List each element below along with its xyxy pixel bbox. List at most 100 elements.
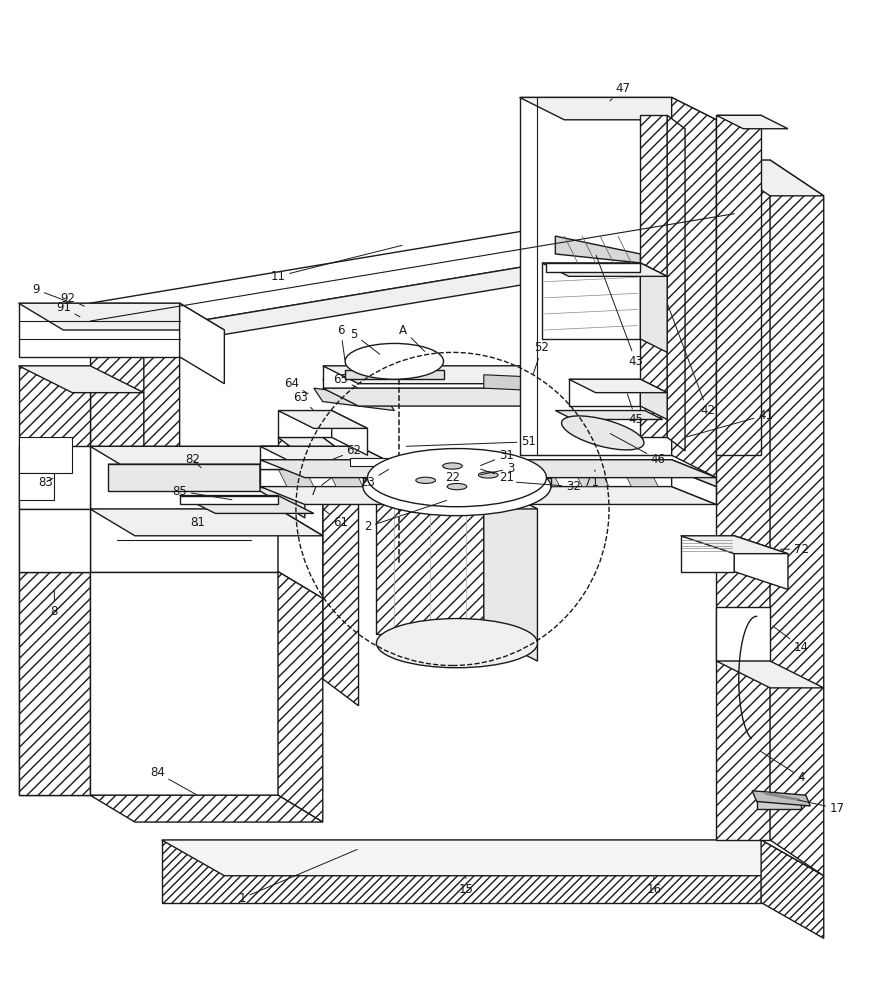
- Polygon shape: [735, 536, 788, 589]
- Polygon shape: [426, 469, 461, 487]
- Polygon shape: [770, 160, 823, 876]
- Polygon shape: [323, 437, 358, 706]
- Polygon shape: [260, 487, 717, 504]
- Polygon shape: [19, 572, 90, 795]
- Text: 1: 1: [238, 849, 358, 905]
- Polygon shape: [19, 366, 90, 795]
- Text: 16: 16: [646, 877, 661, 896]
- Polygon shape: [717, 661, 823, 688]
- Polygon shape: [717, 115, 761, 455]
- Ellipse shape: [416, 477, 435, 483]
- Polygon shape: [672, 469, 717, 504]
- Text: 2: 2: [364, 500, 447, 533]
- Polygon shape: [717, 160, 823, 196]
- Polygon shape: [752, 791, 810, 806]
- Polygon shape: [260, 446, 358, 482]
- Ellipse shape: [443, 463, 462, 469]
- Polygon shape: [681, 536, 788, 554]
- Polygon shape: [556, 236, 641, 263]
- Polygon shape: [90, 572, 278, 795]
- Polygon shape: [19, 473, 55, 500]
- Text: 64: 64: [284, 377, 308, 394]
- Ellipse shape: [478, 472, 498, 478]
- Polygon shape: [90, 509, 278, 572]
- Text: 91: 91: [56, 301, 80, 317]
- Polygon shape: [260, 460, 672, 469]
- Polygon shape: [761, 840, 823, 938]
- Polygon shape: [278, 437, 323, 679]
- Polygon shape: [376, 469, 412, 487]
- Polygon shape: [323, 366, 556, 388]
- Ellipse shape: [363, 458, 551, 516]
- Polygon shape: [19, 509, 90, 572]
- Ellipse shape: [367, 449, 547, 507]
- Text: 5: 5: [350, 328, 380, 354]
- Polygon shape: [323, 388, 591, 406]
- Polygon shape: [349, 458, 430, 466]
- Polygon shape: [524, 469, 560, 487]
- Polygon shape: [144, 303, 179, 742]
- Polygon shape: [717, 115, 788, 129]
- Text: 84: 84: [150, 766, 196, 795]
- Polygon shape: [327, 469, 363, 487]
- Text: 42: 42: [668, 304, 715, 417]
- Text: 83: 83: [38, 476, 53, 489]
- Polygon shape: [90, 509, 323, 536]
- Polygon shape: [376, 482, 538, 509]
- Polygon shape: [542, 263, 668, 276]
- Polygon shape: [19, 437, 73, 473]
- Polygon shape: [556, 411, 663, 419]
- Text: 9: 9: [33, 283, 71, 303]
- Text: A: A: [400, 324, 425, 351]
- Text: 92: 92: [60, 292, 84, 306]
- Polygon shape: [260, 469, 672, 487]
- Text: 81: 81: [190, 516, 205, 529]
- Polygon shape: [90, 795, 323, 822]
- Text: 62: 62: [333, 444, 362, 459]
- Text: 85: 85: [172, 485, 232, 500]
- Text: 11: 11: [271, 245, 402, 283]
- Text: 32: 32: [516, 480, 581, 493]
- Text: 23: 23: [360, 469, 389, 489]
- Polygon shape: [278, 446, 323, 536]
- Text: 7: 7: [310, 478, 331, 498]
- Polygon shape: [161, 840, 823, 876]
- Polygon shape: [90, 446, 323, 473]
- Polygon shape: [278, 572, 323, 822]
- Polygon shape: [90, 446, 278, 509]
- Text: 45: 45: [627, 394, 643, 426]
- Polygon shape: [278, 411, 367, 428]
- Text: 82: 82: [185, 453, 201, 468]
- Text: 41: 41: [686, 409, 773, 437]
- Polygon shape: [484, 375, 582, 393]
- Polygon shape: [363, 478, 551, 487]
- Text: 52: 52: [533, 341, 549, 373]
- Polygon shape: [278, 437, 358, 464]
- Polygon shape: [542, 263, 641, 339]
- Polygon shape: [641, 263, 668, 352]
- Polygon shape: [520, 97, 672, 455]
- Polygon shape: [672, 460, 717, 487]
- Polygon shape: [90, 196, 735, 339]
- Text: 61: 61: [323, 510, 349, 529]
- Polygon shape: [278, 509, 323, 598]
- Polygon shape: [641, 115, 668, 437]
- Polygon shape: [623, 469, 659, 487]
- Polygon shape: [547, 263, 641, 272]
- Polygon shape: [641, 276, 645, 303]
- Polygon shape: [672, 97, 717, 478]
- Polygon shape: [260, 464, 305, 518]
- Text: 17: 17: [798, 800, 845, 815]
- Polygon shape: [90, 303, 144, 724]
- Text: 31: 31: [480, 449, 513, 465]
- Polygon shape: [484, 482, 538, 661]
- Polygon shape: [260, 446, 394, 464]
- Polygon shape: [323, 366, 591, 384]
- Text: 15: 15: [459, 877, 473, 896]
- Polygon shape: [556, 366, 591, 406]
- Ellipse shape: [562, 416, 644, 450]
- Text: 71: 71: [583, 470, 599, 489]
- Polygon shape: [430, 458, 466, 468]
- Ellipse shape: [376, 619, 538, 668]
- Polygon shape: [179, 496, 278, 504]
